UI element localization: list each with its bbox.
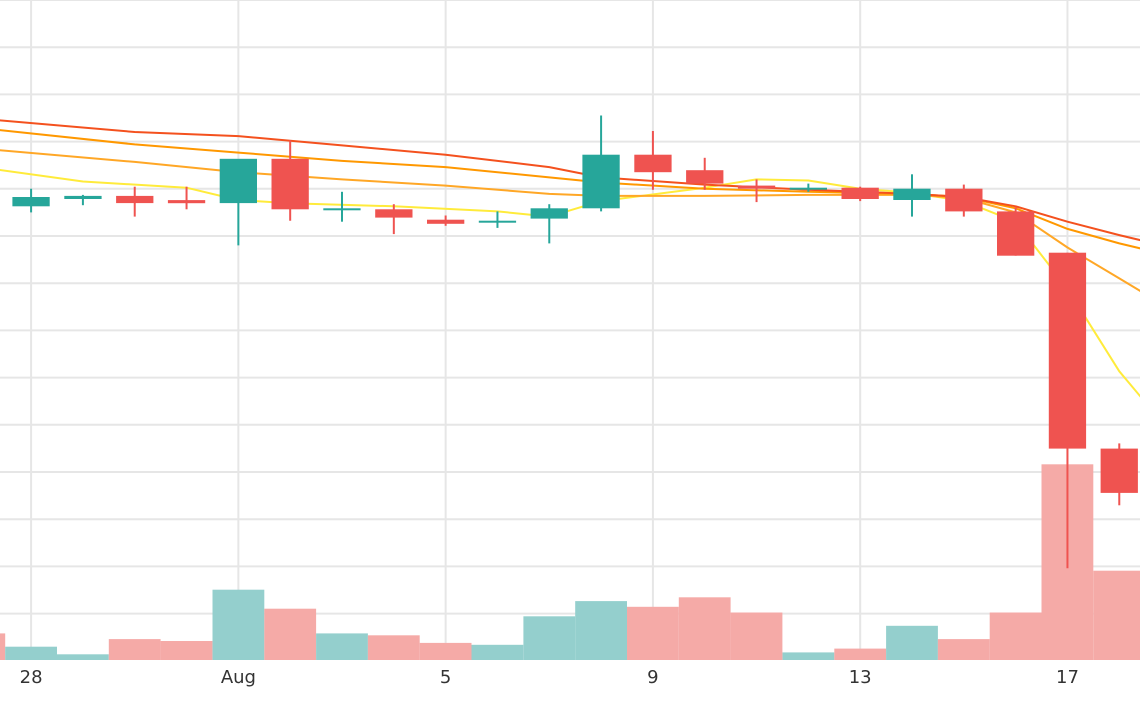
volume-bar [989,612,1042,660]
volume-bar [937,639,990,660]
candle [737,179,776,203]
candle-body [841,187,879,199]
candle-body [323,208,361,211]
volume-bar [419,642,472,660]
candle-body [167,200,206,204]
candle [997,207,1035,256]
candle-body [271,158,309,210]
candle [64,194,102,206]
volume-bar [523,616,576,660]
volume-bar [782,652,835,660]
grid-layer [0,0,1140,660]
moving-average-lines [0,119,1140,398]
candle [530,204,568,244]
x-tick-label: 28 [20,667,43,688]
volume-bar [264,608,317,660]
candle [116,186,154,217]
candle [167,186,206,210]
candle [893,174,931,217]
candle [478,211,517,228]
candle-body [12,197,50,207]
x-tick-label: 13 [849,667,872,688]
candle-body [1048,252,1087,449]
candle [375,204,413,235]
candle [1100,443,1138,506]
volume-bar [367,635,420,660]
x-axis: 28 Aug 5 9 13 17 [20,667,1079,688]
volume-bar [0,633,6,660]
candle [12,188,50,213]
candle [945,184,983,217]
volume-bar [886,625,938,660]
volume-bars [0,464,1140,660]
candle-body [582,154,620,209]
volume-bar [316,633,368,660]
candle-body [945,188,983,212]
volume-bar [5,646,57,660]
candle [582,115,620,212]
volume-bar [730,612,783,660]
moving-average-line [0,149,1140,292]
x-tick-label: 5 [440,667,451,688]
volume-bar [627,606,679,660]
volume-bar [108,639,161,660]
volume-bar [212,589,265,660]
candle [427,215,465,226]
candle-body [219,158,257,204]
candle-body [427,219,465,224]
volume-bar [575,601,627,660]
candle [789,183,827,192]
candle-body [530,208,568,219]
candle-body [1100,448,1138,493]
x-tick-label: 17 [1056,667,1079,688]
moving-average-line [0,119,1140,242]
x-tick-label: 9 [647,667,658,688]
candle [841,186,879,202]
candle-body [997,211,1035,256]
volume-bar [1093,570,1140,660]
candle-body [634,154,672,173]
volume-bar [160,641,213,660]
candles [12,115,1138,569]
plot-area [0,115,1140,660]
volume-bar [678,597,731,660]
volume-bar [57,654,109,660]
candle [219,158,257,246]
candle-body [375,209,413,218]
candle-body [116,195,154,204]
candle [686,157,724,190]
x-tick-label: Aug [221,667,256,688]
candle-body [64,195,102,199]
candle [634,131,672,190]
candle [323,191,361,222]
candle-body [893,188,931,200]
candle [271,140,309,221]
volume-bar [471,644,524,660]
candle-body [686,170,724,184]
candle-body [478,220,517,223]
candle-body [789,187,827,190]
candle-body [737,185,776,189]
volume-bar [834,648,887,660]
candle [1048,252,1087,569]
